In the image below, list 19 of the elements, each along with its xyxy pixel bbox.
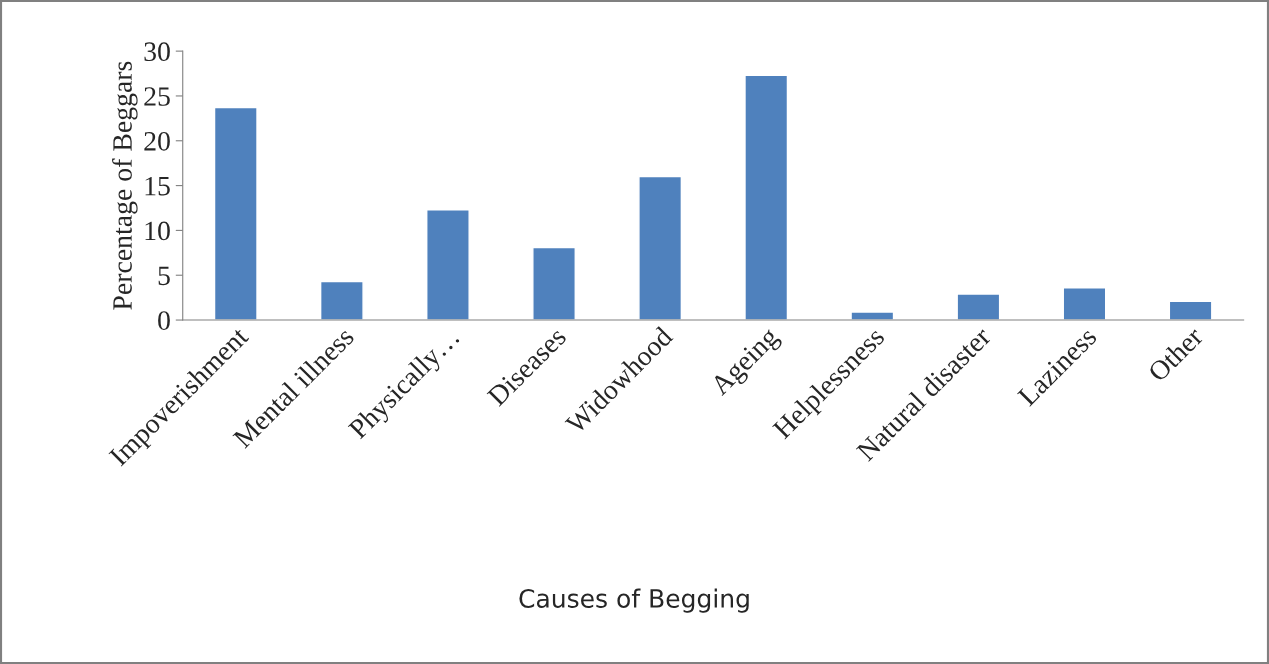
bar (1062, 287, 1107, 321)
y-tick-label: 5 (158, 266, 170, 286)
y-tick-label: 20 (144, 131, 170, 151)
y-tick-label: 25 (144, 87, 170, 106)
bar (850, 311, 895, 321)
bar (1168, 300, 1213, 321)
bar (319, 280, 364, 321)
bar (956, 293, 1001, 321)
y-axis-title: Percentage of Beggars (112, 61, 138, 310)
y-tick-label: 10 (145, 221, 170, 241)
bar (532, 246, 576, 321)
bar (426, 209, 470, 321)
bar (744, 74, 789, 321)
y-tick-label: 30 (144, 42, 170, 62)
y-tick-label: 15 (145, 176, 170, 196)
x-axis-title: Causes of Begging (519, 588, 749, 613)
bar (213, 106, 258, 321)
bar (638, 175, 683, 321)
y-tick-label: 0 (158, 311, 170, 330)
